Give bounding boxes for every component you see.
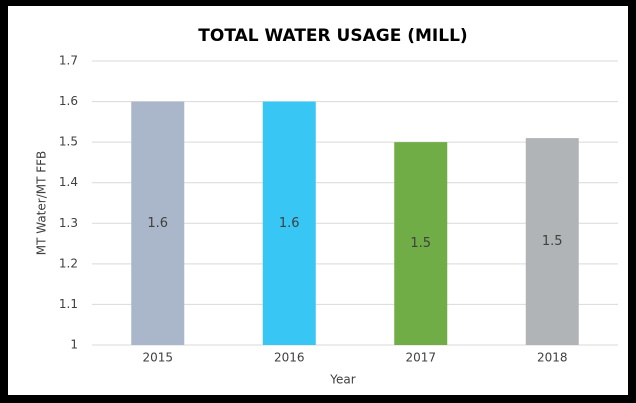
y-tick-label: 1.4 bbox=[59, 175, 78, 189]
data-label: 1.6 bbox=[147, 216, 168, 231]
bar bbox=[525, 138, 579, 345]
y-tick-label: 1 bbox=[70, 338, 78, 352]
y-tick-label: 1.1 bbox=[59, 297, 78, 311]
bar bbox=[131, 101, 185, 345]
y-tick-label: 1.7 bbox=[59, 54, 78, 68]
bar bbox=[262, 101, 316, 345]
x-tick-label: 2015 bbox=[142, 351, 173, 365]
y-tick-label: 1.5 bbox=[59, 135, 78, 149]
x-tick-label: 2016 bbox=[274, 351, 305, 365]
x-axis-label: Year bbox=[329, 373, 355, 387]
data-label: 1.5 bbox=[542, 234, 563, 249]
chart-title: TOTAL WATER USAGE (MILL) bbox=[198, 26, 467, 46]
chart-panel bbox=[8, 6, 628, 395]
x-tick-label: 2018 bbox=[537, 351, 568, 365]
bar bbox=[394, 142, 448, 345]
data-label: 1.5 bbox=[410, 236, 431, 251]
y-tick-label: 1.6 bbox=[59, 94, 78, 108]
x-tick-label: 2017 bbox=[405, 351, 436, 365]
data-label: 1.6 bbox=[279, 216, 300, 231]
y-axis-label: MT Water/MT FFB bbox=[35, 151, 49, 256]
y-tick-label: 1.2 bbox=[59, 256, 78, 270]
y-tick-label: 1.3 bbox=[59, 216, 78, 230]
